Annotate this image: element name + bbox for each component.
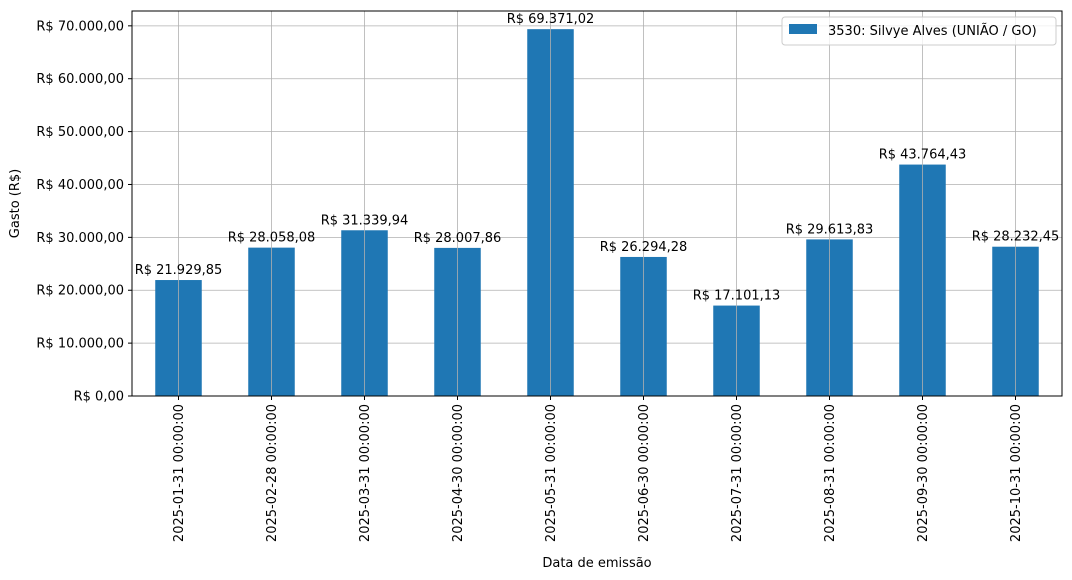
y-tick-label: R$ 70.000,00	[36, 19, 124, 34]
bar-value-label: R$ 28.232,45	[972, 230, 1060, 245]
y-axis-label: Gasto (R$)	[8, 169, 23, 238]
x-tick-label: 2025-02-28 00:00:00	[265, 404, 280, 542]
x-axis-label: Data de emissão	[542, 556, 651, 571]
x-tick-label: 2025-03-31 00:00:00	[358, 404, 373, 542]
y-tick-label: R$ 0,00	[74, 390, 124, 405]
x-axis-ticks: 2025-01-31 00:00:00 2025-02-28 00:00:00 20…	[172, 396, 1024, 542]
y-tick-label: R$ 50.000,00	[36, 125, 124, 140]
x-tick-label: 2025-04-30 00:00:00	[451, 404, 466, 542]
bar-value-labels: R$ 21.929,85 R$ 28.058,08 R$ 31.339,94 R$ 2…	[135, 12, 1060, 303]
legend-box	[781, 16, 1057, 46]
x-tick-label: 2025-10-31 00:00:00	[1009, 404, 1024, 542]
y-tick-label: R$ 10.000,00	[36, 337, 124, 352]
x-tick-label: 2025-06-30 00:00:00	[637, 404, 652, 542]
bar-value-label: R$ 29.613,83	[786, 222, 874, 237]
x-tick-label: 2025-01-31 00:00:00	[172, 404, 187, 542]
bar-value-label: R$ 31.339,94	[321, 213, 409, 228]
bar-value-label: R$ 26.294,28	[600, 240, 688, 255]
bar-value-label: R$ 69.371,02	[507, 12, 595, 27]
legend-swatch	[789, 24, 817, 34]
plot-frame	[131, 10, 1063, 397]
x-tick-label: 2025-07-31 00:00:00	[730, 404, 745, 542]
legend-label: 3530: Silvye Alves (UNIÃO / GO)	[828, 23, 1037, 39]
bar-value-label: R$ 28.007,86	[414, 231, 502, 246]
bar-value-label: R$ 21.929,85	[135, 263, 223, 278]
x-tick-label: 2025-08-31 00:00:00	[823, 404, 838, 542]
y-tick-label: R$ 60.000,00	[36, 72, 124, 87]
y-tick-label: R$ 30.000,00	[36, 231, 124, 246]
x-tick-label: 2025-05-31 00:00:00	[544, 404, 559, 542]
bar-value-label: R$ 17.101,13	[693, 289, 781, 304]
y-tick-label: R$ 20.000,00	[36, 284, 124, 299]
y-axis-ticks: R$ 0,00 R$ 10.000,00 R$ 20.000,00 R$ 30.000…	[36, 19, 132, 405]
x-grid	[178, 11, 1016, 396]
legend: 3530: Silvye Alves (UNIÃO / GO)	[781, 16, 1057, 46]
bar-value-label: R$ 43.764,43	[879, 148, 967, 163]
bar-value-label: R$ 28.058,08	[228, 231, 316, 246]
x-tick-label: 2025-09-30 00:00:00	[916, 404, 931, 542]
y-tick-label: R$ 40.000,00	[36, 178, 124, 193]
